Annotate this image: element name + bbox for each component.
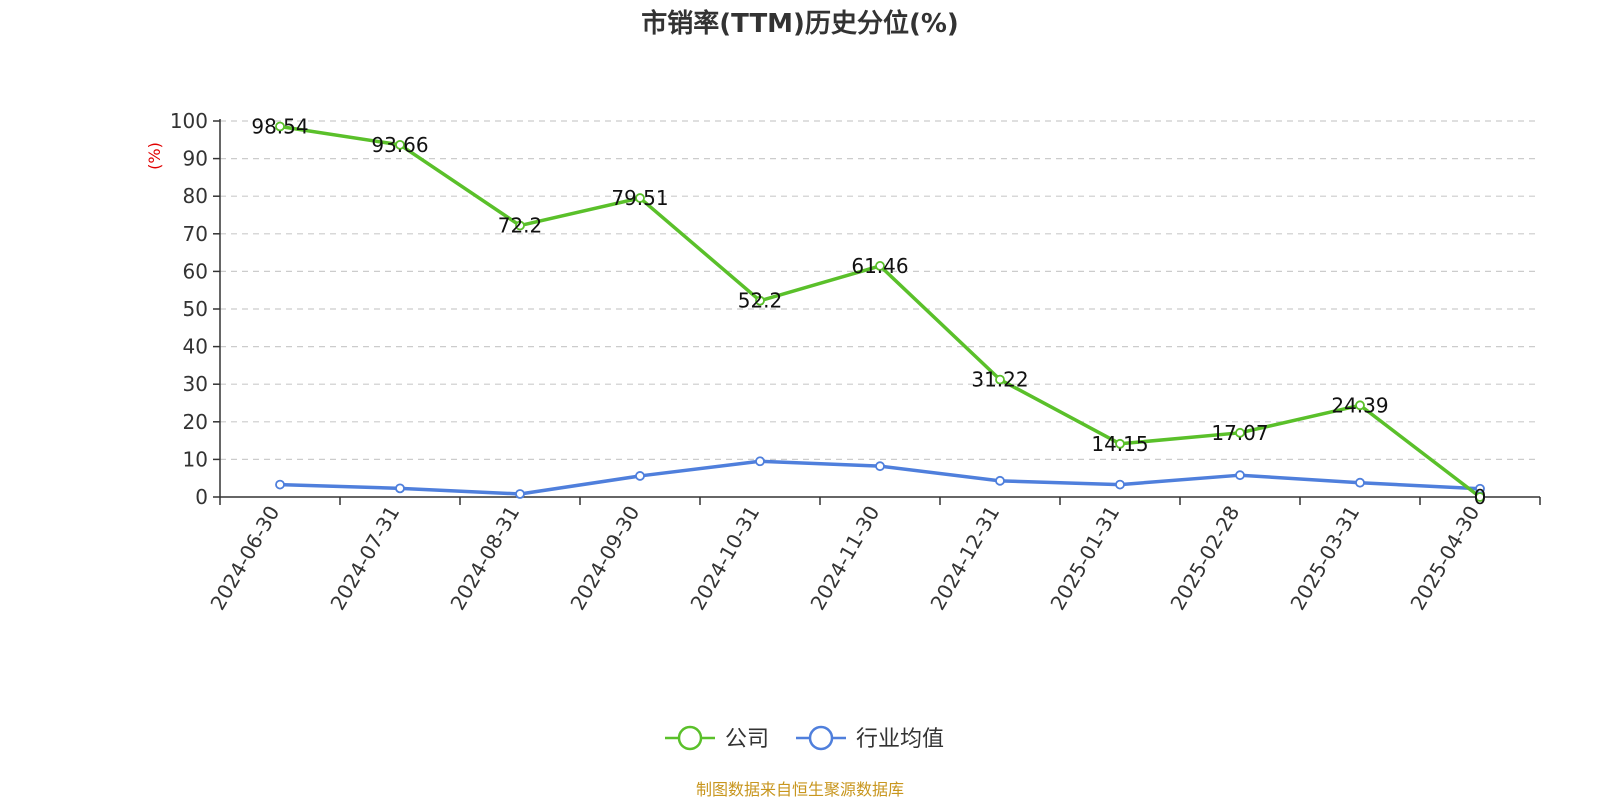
data-point[interactable] bbox=[1235, 470, 1245, 481]
legend-item[interactable]: 公司 bbox=[665, 725, 769, 752]
y-tick-label: 10 bbox=[183, 447, 208, 471]
data-label: 79.51 bbox=[611, 186, 668, 210]
data-point[interactable] bbox=[995, 374, 1005, 385]
x-tick-label: 2025-01-31 bbox=[1045, 502, 1124, 615]
x-tick-label: 2025-04-30 bbox=[1405, 502, 1484, 615]
source-note: 制图数据来自恒生聚源数据库 bbox=[696, 780, 904, 799]
data-label: 31.22 bbox=[971, 368, 1028, 392]
data-point[interactable] bbox=[755, 456, 765, 467]
legend-marker bbox=[677, 725, 703, 751]
y-axis-unit-label: (%) bbox=[145, 142, 164, 170]
data-point[interactable] bbox=[1115, 438, 1125, 449]
x-tick-label: 2024-08-31 bbox=[445, 502, 524, 615]
x-tick-label: 2024-07-31 bbox=[325, 502, 404, 615]
y-tick-label: 40 bbox=[183, 335, 208, 359]
legend-item[interactable]: 行业均值 bbox=[796, 725, 944, 752]
data-label: 24.39 bbox=[1331, 393, 1388, 417]
data-point[interactable] bbox=[275, 121, 285, 132]
data-point[interactable] bbox=[515, 489, 525, 499]
data-label: 0 bbox=[1474, 485, 1487, 509]
axes: 0 10 20 30 40 50 60 70 80 90 100 2024-06-30 2024-07-… bbox=[170, 109, 1541, 615]
legend-marker bbox=[808, 725, 834, 751]
data-point[interactable] bbox=[635, 471, 645, 481]
x-tick-label: 2024-11-30 bbox=[805, 502, 884, 615]
y-tick-label: 60 bbox=[183, 259, 208, 283]
x-tick-label: 2024-10-31 bbox=[685, 502, 764, 615]
y-tick-label: 70 bbox=[183, 222, 208, 246]
y-tick-label: 30 bbox=[183, 372, 208, 396]
y-tick-label: 50 bbox=[183, 297, 208, 321]
data-point[interactable] bbox=[875, 261, 885, 271]
legend[interactable]: 公司 行业均值 bbox=[665, 725, 944, 752]
data-point[interactable] bbox=[395, 483, 405, 494]
x-tick-label: 2025-02-28 bbox=[1165, 502, 1244, 615]
data-point[interactable] bbox=[515, 220, 525, 231]
data-point[interactable] bbox=[875, 461, 885, 472]
data-point[interactable] bbox=[635, 193, 645, 203]
data-label: 17.07 bbox=[1211, 421, 1268, 445]
y-tick-label: 80 bbox=[183, 184, 208, 208]
series-line bbox=[279, 124, 1482, 499]
data-point[interactable] bbox=[1355, 400, 1365, 411]
legend-label: 公司 bbox=[725, 727, 769, 752]
legend-label: 行业均值 bbox=[856, 727, 944, 752]
data-label: 52.2 bbox=[738, 289, 783, 313]
series-company bbox=[275, 121, 1485, 502]
x-tick-label: 2024-12-31 bbox=[925, 502, 1004, 615]
data-labels: 98.54 93.66 72.2 79.51 52.2 61.46 31.22 14.15 17… bbox=[251, 114, 1486, 509]
x-tick-label: 2024-09-30 bbox=[565, 502, 644, 615]
y-tick-label: 90 bbox=[183, 147, 208, 171]
chart-title: 市销率(TTM)历史分位(%) bbox=[641, 8, 959, 39]
grid-lines bbox=[220, 120, 1540, 460]
data-point[interactable] bbox=[1475, 492, 1485, 502]
data-point[interactable] bbox=[275, 479, 285, 490]
series-industry-average bbox=[275, 456, 1485, 499]
data-label: 72.2 bbox=[498, 214, 543, 238]
y-tick-label: 0 bbox=[195, 485, 208, 509]
series-layer bbox=[275, 121, 1485, 502]
y-tick-label: 20 bbox=[183, 410, 208, 434]
data-point[interactable] bbox=[395, 139, 405, 150]
data-point[interactable] bbox=[1115, 479, 1125, 490]
data-point[interactable] bbox=[1235, 427, 1245, 438]
data-label: 14.15 bbox=[1091, 432, 1148, 456]
x-tick-label: 2025-03-31 bbox=[1285, 502, 1364, 615]
data-point[interactable] bbox=[1355, 477, 1365, 488]
data-label: 93.66 bbox=[371, 133, 428, 157]
data-label: 98.54 bbox=[251, 114, 308, 138]
data-point[interactable] bbox=[755, 295, 765, 306]
y-tick-label: 100 bbox=[170, 109, 208, 133]
data-point[interactable] bbox=[995, 475, 1005, 486]
x-tick-label: 2024-06-30 bbox=[205, 502, 284, 615]
data-label: 61.46 bbox=[851, 254, 908, 278]
